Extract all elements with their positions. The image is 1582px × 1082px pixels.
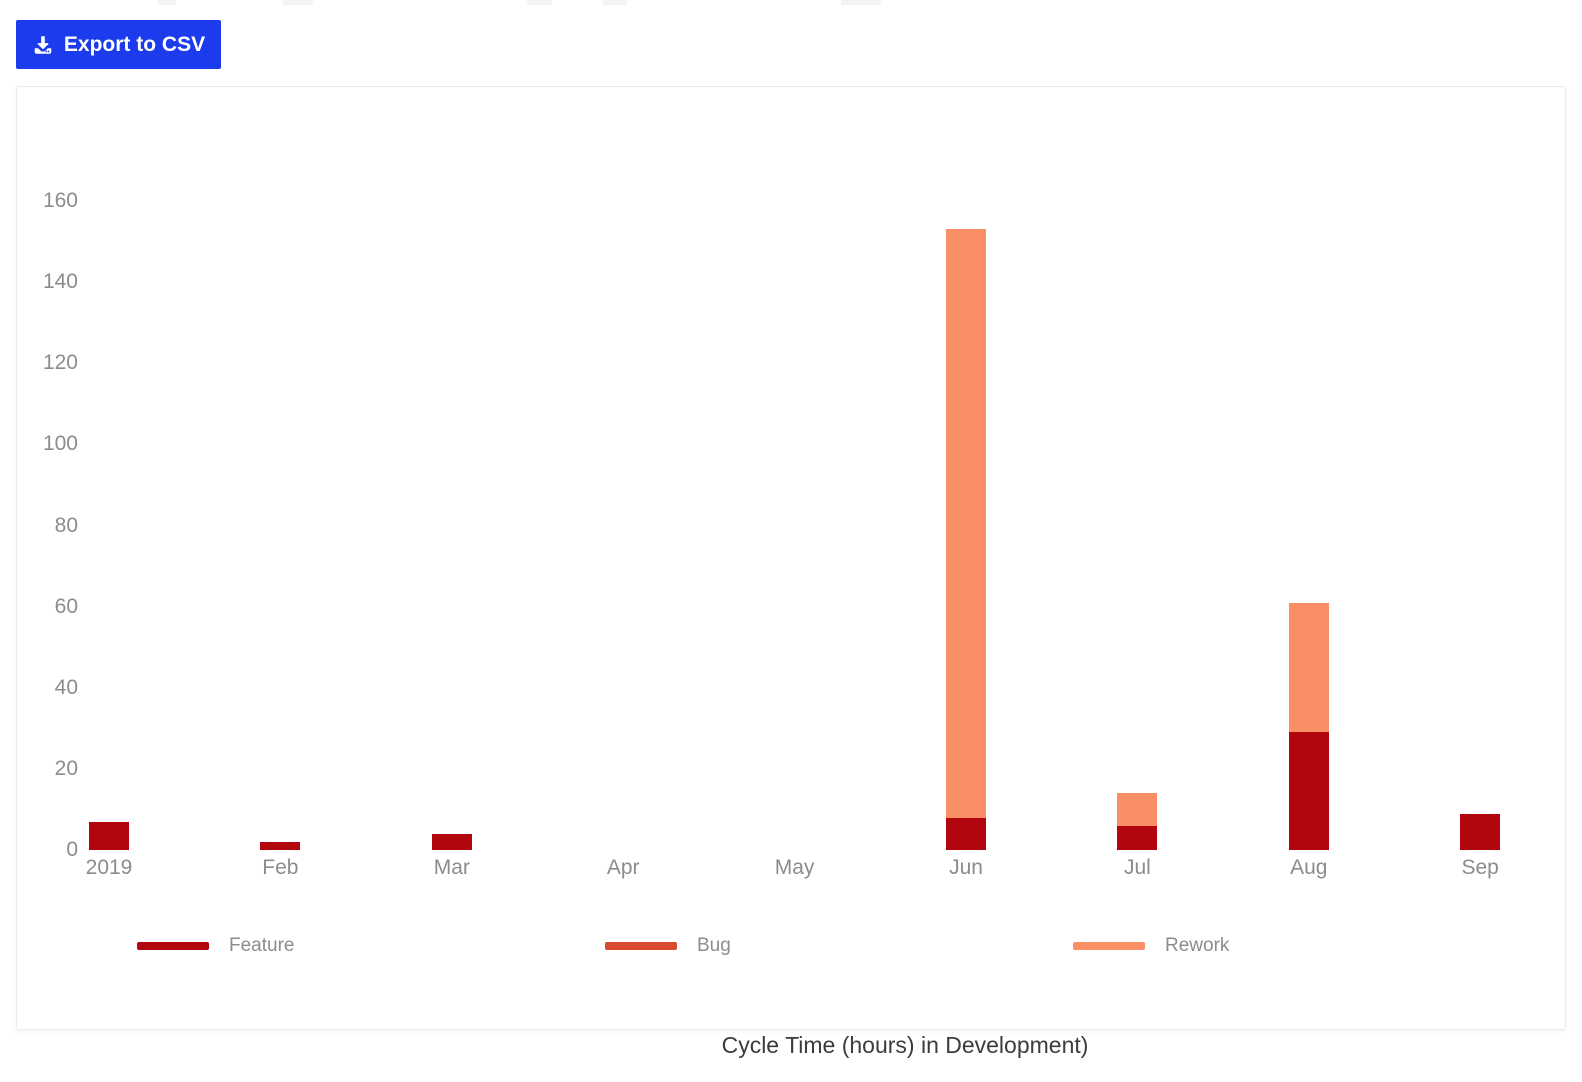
x-axis-label-aug: Aug [1290,856,1328,879]
bar-segment-feature-feb[interactable] [260,841,301,850]
x-axis-label-sep: Sep [1461,856,1499,879]
bar-segment-feature-2019[interactable] [89,821,129,850]
chart-legend: Feature Bug Rework [17,931,1565,961]
y-axis-tick-label: 100 [42,432,78,456]
bar-segment-feature-mar[interactable] [431,833,472,850]
bar-segment-rework-jul[interactable] [1117,793,1158,826]
x-axis-label-mar: Mar [433,856,470,879]
y-axis-tick-label: 160 [42,189,78,212]
y-axis-tick-label: 120 [42,351,78,375]
x-axis-label-feb: Feb [262,856,299,879]
x-axis-label-2019: 2019 [85,856,133,879]
legend-swatch-bug [605,942,677,950]
chart-card: 0 20 40 60 80 100 120 140 160 2019 Feb Mar Apr May Jun… [16,86,1566,1030]
bar-segment-rework-aug[interactable] [1288,602,1329,733]
legend-swatch-feature [137,942,209,950]
x-axis-label-apr: Apr [606,856,640,879]
bar-segment-feature-sep[interactable] [1460,813,1501,850]
x-axis-label-jun: Jun [949,856,983,879]
legend-label-feature: Feature [229,935,295,956]
clipped-heading-fragment [527,0,552,5]
legend-item-rework[interactable]: Rework [1073,931,1229,961]
legend-swatch-rework [1073,942,1145,950]
clipped-heading-fragment [283,0,313,5]
x-axis-label-may: May [774,856,815,879]
bar-segment-rework-jun[interactable] [946,229,986,818]
y-axis-tick-label: 80 [54,513,78,537]
clipped-heading-fragment [841,0,881,5]
download-icon [32,34,54,56]
legend-item-feature[interactable]: Feature [137,931,294,961]
clipped-heading-fragment [603,0,627,5]
y-axis-tick-label: 60 [54,594,78,618]
y-axis-tick-label: 140 [42,270,78,294]
clipped-heading-fragment [158,0,176,5]
y-axis-tick-label: 0 [66,838,78,861]
chart-title: Cycle Time (hours) in Development) [721,1032,1089,1058]
bar-segment-feature-jul[interactable] [1117,825,1158,850]
y-axis-tick-label: 40 [54,675,78,699]
bar-segment-feature-jun[interactable] [946,817,986,850]
plot-area: 0 20 40 60 80 100 120 140 160 2019 Feb Mar Apr May Jun… [17,189,1565,879]
export-to-csv-button[interactable]: Export to CSV [16,20,221,69]
legend-label-bug: Bug [697,935,731,956]
legend-item-bug[interactable]: Bug [605,931,731,961]
bar-segment-feature-aug[interactable] [1288,732,1329,850]
export-to-csv-label: Export to CSV [63,32,206,56]
x-axis-label-jul: Jul [1123,856,1151,879]
legend-label-rework: Rework [1165,935,1230,956]
y-axis-tick-label: 20 [54,756,78,780]
